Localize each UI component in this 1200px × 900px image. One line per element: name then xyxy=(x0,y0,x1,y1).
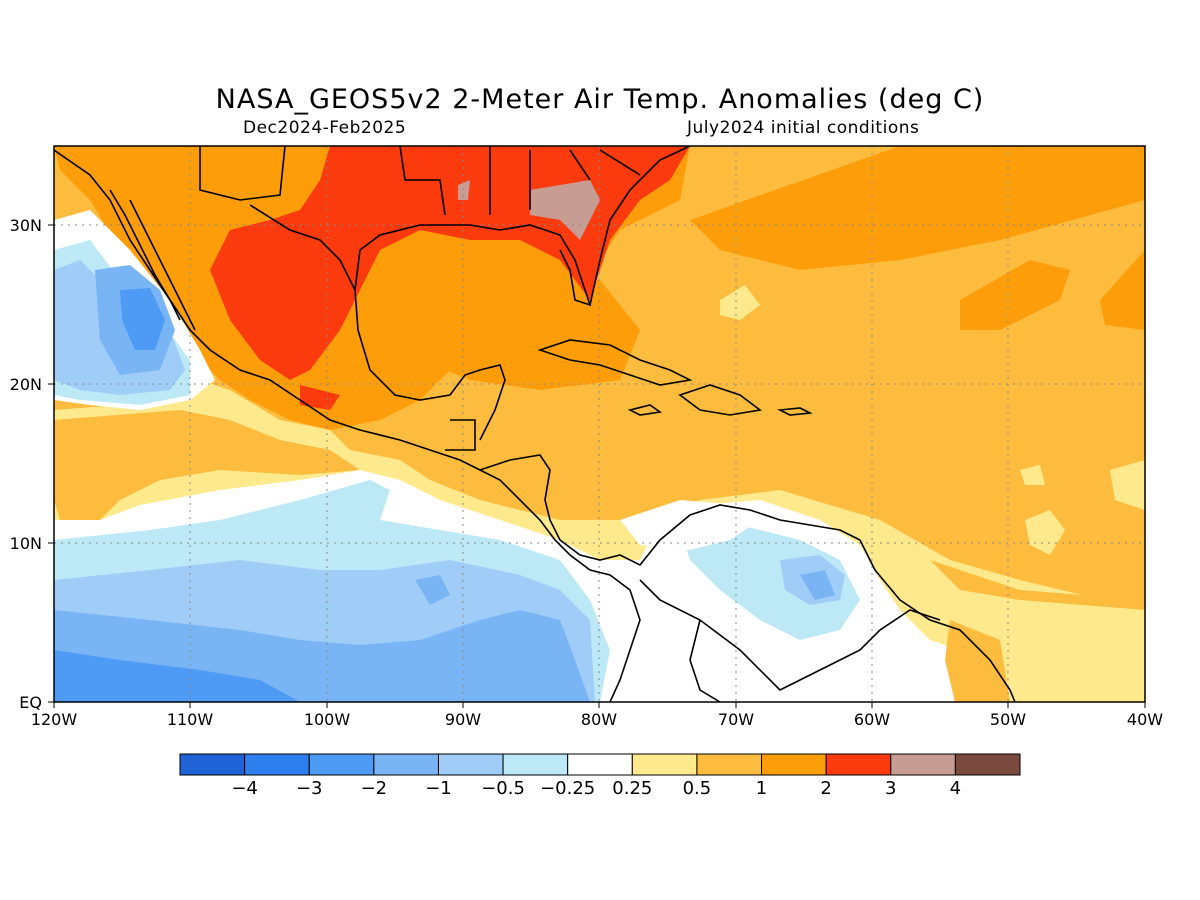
anomaly-field xyxy=(54,146,1145,702)
colombia-border xyxy=(689,619,721,702)
x-tick-label: 40W xyxy=(1127,710,1163,729)
atlantic-us-coast xyxy=(589,146,691,306)
anomaly-region-neg-2 xyxy=(120,288,165,350)
colorbar-label: −3 xyxy=(296,778,323,799)
colorbar-swatch xyxy=(696,753,763,776)
gulf-west-coast xyxy=(354,249,506,441)
colorbar-label: 0.25 xyxy=(612,778,652,799)
cuba xyxy=(537,339,693,386)
anomaly-region-2-3-far-east xyxy=(1100,250,1145,330)
colorbar-label: −0.25 xyxy=(540,778,595,799)
anomaly-region-0.5-1-atlantic-blob xyxy=(720,285,760,320)
x-tick-label: 90W xyxy=(445,710,481,729)
initial-conditions: July2024 initial conditions xyxy=(687,118,920,138)
colorbar-swatch xyxy=(308,753,375,776)
x-tick-label: 60W xyxy=(854,710,890,729)
colorbar-label: −2 xyxy=(361,778,388,799)
x-tick-label: 80W xyxy=(581,710,617,729)
anomaly-region-neg-1-southam xyxy=(800,570,835,600)
colorbar-label: 4 xyxy=(950,778,961,799)
x-axis-labels: 120W 110W 100W 90W 80W 70W 60W 50W 40W xyxy=(31,710,1163,729)
anomaly-region-1-2-south-atl xyxy=(930,560,1145,610)
x-tick-label: 70W xyxy=(718,710,754,729)
guiana-coast xyxy=(859,539,1016,702)
anomaly-region-2-3-atlantic xyxy=(690,146,1145,270)
colorbar-label: 3 xyxy=(885,778,896,799)
colorbar-label: 2 xyxy=(820,778,831,799)
colorbar-label: −0.5 xyxy=(481,778,525,799)
y-tick-label: EQ xyxy=(19,693,42,712)
y-tick-label: 30N xyxy=(10,216,42,235)
jamaica xyxy=(627,404,663,416)
grid-lines xyxy=(54,146,1145,702)
baja-west xyxy=(109,189,181,321)
anomaly-region-above-4-small xyxy=(458,180,470,200)
anomaly-region-caribbean-pocket xyxy=(620,500,760,550)
colorbar-swatch xyxy=(437,753,504,776)
anomaly-region-0.5-1-blob-4 xyxy=(1110,460,1145,510)
x-tick-label: 100W xyxy=(304,710,351,729)
anomaly-region-neg-2-pacific xyxy=(54,650,300,702)
y-tick-label: 20N xyxy=(10,375,42,394)
south-america-borders xyxy=(639,579,941,691)
hispaniola xyxy=(678,384,762,416)
colorbar-swatch xyxy=(954,753,1021,776)
colorbar-label: 1 xyxy=(756,778,767,799)
x-tick-label: 110W xyxy=(167,710,214,729)
anomaly-region-0.5-1-blob-2 xyxy=(1020,465,1045,485)
y-tick-label: 10N xyxy=(10,534,42,553)
baja-coast xyxy=(129,199,196,331)
anomaly-region-3-4-mexico xyxy=(300,385,340,410)
puerto-rico xyxy=(777,407,813,416)
anomaly-region-1-2-pacific xyxy=(54,410,360,520)
us-state-borders-west xyxy=(199,146,286,201)
x-tick-label: 120W xyxy=(31,710,78,729)
colorbar-swatch xyxy=(502,753,569,776)
anomaly-region-neg-0.25-southam xyxy=(680,520,860,640)
colorbar-label: −1 xyxy=(425,778,452,799)
tick-marks xyxy=(48,224,1146,708)
map-title: NASA_GEOS5v2 2-Meter Air Temp. Anomalies… xyxy=(215,84,985,115)
colorbar-swatch xyxy=(567,753,633,776)
colorbar: −4 −3 −2 −1 −0.5 −0.25 0.25 0.5 1 2 3 4 xyxy=(179,753,1021,799)
x-tick-label: 50W xyxy=(990,710,1026,729)
colorbar-label: 0.5 xyxy=(683,778,712,799)
anomaly-region-gulf xyxy=(380,280,640,390)
caribbean-south-coast xyxy=(479,454,861,567)
anomaly-region-2-3-east xyxy=(960,260,1070,330)
colorbar-swatch xyxy=(890,753,956,776)
colorbar-swatch xyxy=(373,753,439,776)
y-axis-labels: EQ 10N 20N 30N xyxy=(10,216,42,712)
us-state-borders-east xyxy=(399,146,641,216)
colorbar-swatch xyxy=(631,753,698,776)
anomaly-region-0.5-1-blob-3 xyxy=(1025,510,1065,555)
colorbar-swatch xyxy=(244,753,310,776)
anomaly-region-brazil xyxy=(945,620,1010,702)
colorbar-label: −4 xyxy=(231,778,258,799)
anomaly-region-neg-1-blob xyxy=(415,575,450,605)
colorbar-swatch xyxy=(761,753,827,776)
coastlines xyxy=(54,146,1016,702)
colorbar-swatch xyxy=(825,753,892,776)
colorbar-swatch xyxy=(179,753,246,776)
us-mexico-border xyxy=(249,204,356,291)
gulf-north-coast xyxy=(359,224,592,307)
central-america-borders xyxy=(445,419,476,451)
forecast-period: Dec2024-Feb2025 xyxy=(243,118,407,138)
anomaly-region-above-4 xyxy=(530,180,600,240)
